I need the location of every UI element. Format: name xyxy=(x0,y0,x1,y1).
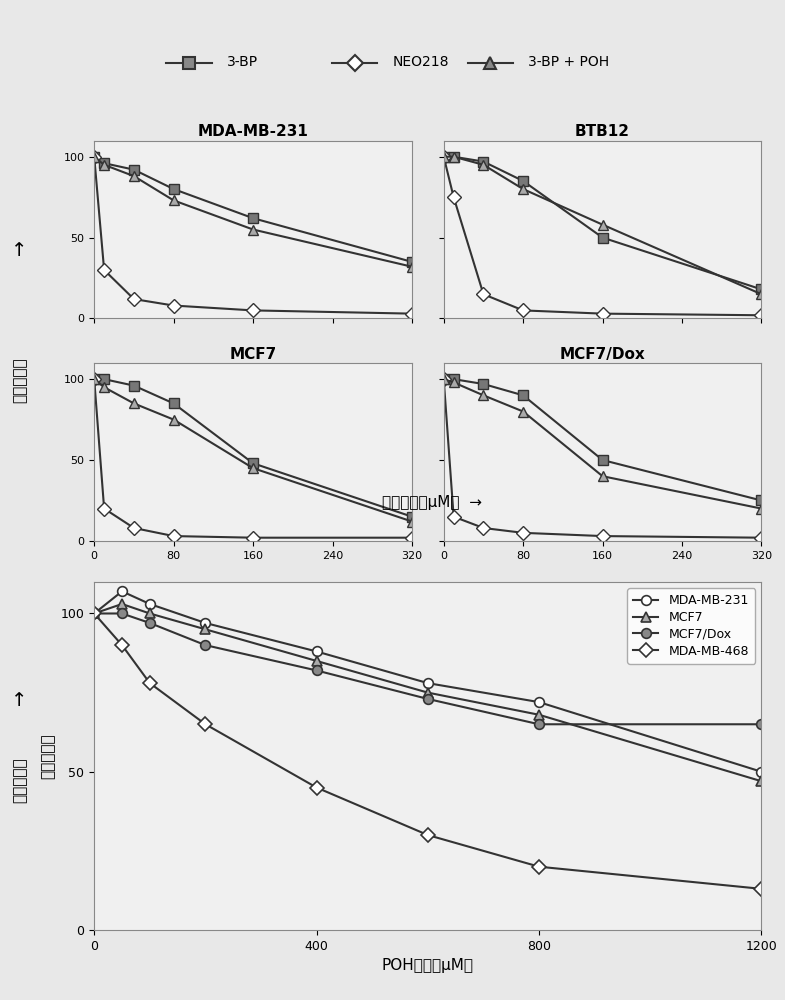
MCF7/Dox xyxy=(89,607,99,619)
MDA-MB-231 xyxy=(312,645,321,657)
MCF7 xyxy=(89,607,99,619)
MCF7/Dox xyxy=(312,664,321,676)
Title: MDA-MB-231: MDA-MB-231 xyxy=(198,124,309,139)
MDA-MB-468 xyxy=(117,639,126,651)
MDA-MB-231 xyxy=(757,766,766,778)
MCF7/Dox xyxy=(117,607,126,619)
Text: ↑: ↑ xyxy=(12,690,27,710)
Text: 细胞存活率: 细胞存活率 xyxy=(12,757,27,803)
MDA-MB-231 xyxy=(423,677,433,689)
MCF7 xyxy=(201,623,210,635)
MDA-MB-468 xyxy=(535,861,544,873)
Title: MCF7/Dox: MCF7/Dox xyxy=(560,347,645,362)
MCF7 xyxy=(145,607,155,619)
Text: 药物浓度（μM）  →: 药物浓度（μM） → xyxy=(382,495,482,510)
Text: 细胞存活率: 细胞存活率 xyxy=(12,357,27,403)
Text: 3-BP: 3-BP xyxy=(227,55,257,70)
MCF7 xyxy=(757,775,766,787)
MCF7 xyxy=(535,709,544,721)
MCF7 xyxy=(312,655,321,667)
X-axis label: POH浓度（μM）: POH浓度（μM） xyxy=(382,958,474,973)
Line: MCF7/Dox: MCF7/Dox xyxy=(89,609,766,729)
MDA-MB-231 xyxy=(117,585,126,597)
Line: MDA-MB-231: MDA-MB-231 xyxy=(89,586,766,777)
MCF7/Dox xyxy=(201,639,210,651)
MDA-MB-468 xyxy=(423,829,433,841)
Title: MCF7: MCF7 xyxy=(229,347,276,362)
Legend: MDA-MB-231, MCF7, MCF7/Dox, MDA-MB-468: MDA-MB-231, MCF7, MCF7/Dox, MDA-MB-468 xyxy=(627,588,755,664)
MCF7/Dox xyxy=(535,718,544,730)
Text: NEO218: NEO218 xyxy=(392,55,449,70)
MDA-MB-468 xyxy=(757,883,766,895)
MDA-MB-231 xyxy=(89,607,99,619)
MCF7/Dox xyxy=(757,718,766,730)
MDA-MB-468 xyxy=(312,782,321,794)
MDA-MB-231 xyxy=(201,617,210,629)
MDA-MB-231 xyxy=(535,696,544,708)
Line: MCF7: MCF7 xyxy=(89,599,766,786)
MCF7 xyxy=(423,687,433,699)
MCF7/Dox xyxy=(145,617,155,629)
MDA-MB-468 xyxy=(89,607,99,619)
Title: BTB12: BTB12 xyxy=(575,124,630,139)
Y-axis label: 细胞存活率: 细胞存活率 xyxy=(40,733,55,779)
MDA-MB-468 xyxy=(145,677,155,689)
MCF7 xyxy=(117,598,126,610)
Text: ↑: ↑ xyxy=(12,240,27,259)
Text: 3-BP + POH: 3-BP + POH xyxy=(528,55,609,70)
MDA-MB-468 xyxy=(201,718,210,730)
MCF7/Dox xyxy=(423,693,433,705)
MDA-MB-231 xyxy=(145,598,155,610)
Line: MDA-MB-468: MDA-MB-468 xyxy=(89,609,766,894)
